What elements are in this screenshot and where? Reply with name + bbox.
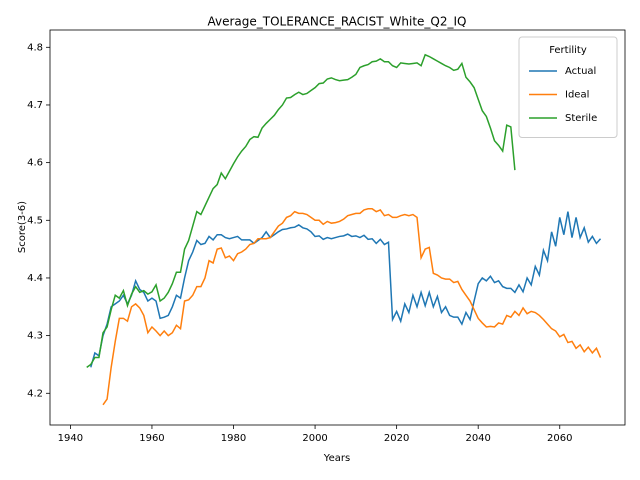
y-tick-label: 4.5 <box>27 215 43 226</box>
x-tick-label: 1940 <box>58 433 83 444</box>
legend-label: Sterile <box>565 113 597 124</box>
x-axis-label: Years <box>323 453 350 464</box>
y-axis-label: Score(3-6) <box>17 201 28 253</box>
y-tick-label: 4.2 <box>27 388 43 399</box>
x-tick-label: 2020 <box>384 433 409 444</box>
x-tick-label: 2060 <box>547 433 572 444</box>
y-tick-label: 4.3 <box>27 331 43 342</box>
y-tick-label: 4.4 <box>27 273 43 284</box>
series-line <box>102 208 602 406</box>
y-tick-label: 4.7 <box>27 100 43 111</box>
legend-label: Actual <box>565 66 596 77</box>
legend-label: Ideal <box>565 90 589 101</box>
legend: Fertility Actual Ideal Sterile <box>518 36 618 138</box>
legend-title: Fertility <box>549 45 587 56</box>
x-tick-label: 2000 <box>302 433 327 444</box>
plot-frame <box>49 29 626 426</box>
chart-title: Average_TOLERANCE_RACIST_White_Q2_IQ <box>208 15 467 29</box>
y-tick-label: 4.6 <box>27 158 43 169</box>
x-tick-label: 1960 <box>139 433 164 444</box>
x-tick-label: 1980 <box>221 433 246 444</box>
legend-box <box>518 36 618 138</box>
y-tick-label: 4.8 <box>27 42 43 53</box>
series-line <box>86 53 516 368</box>
series-line <box>90 211 602 368</box>
x-tick-label: 2040 <box>465 433 490 444</box>
